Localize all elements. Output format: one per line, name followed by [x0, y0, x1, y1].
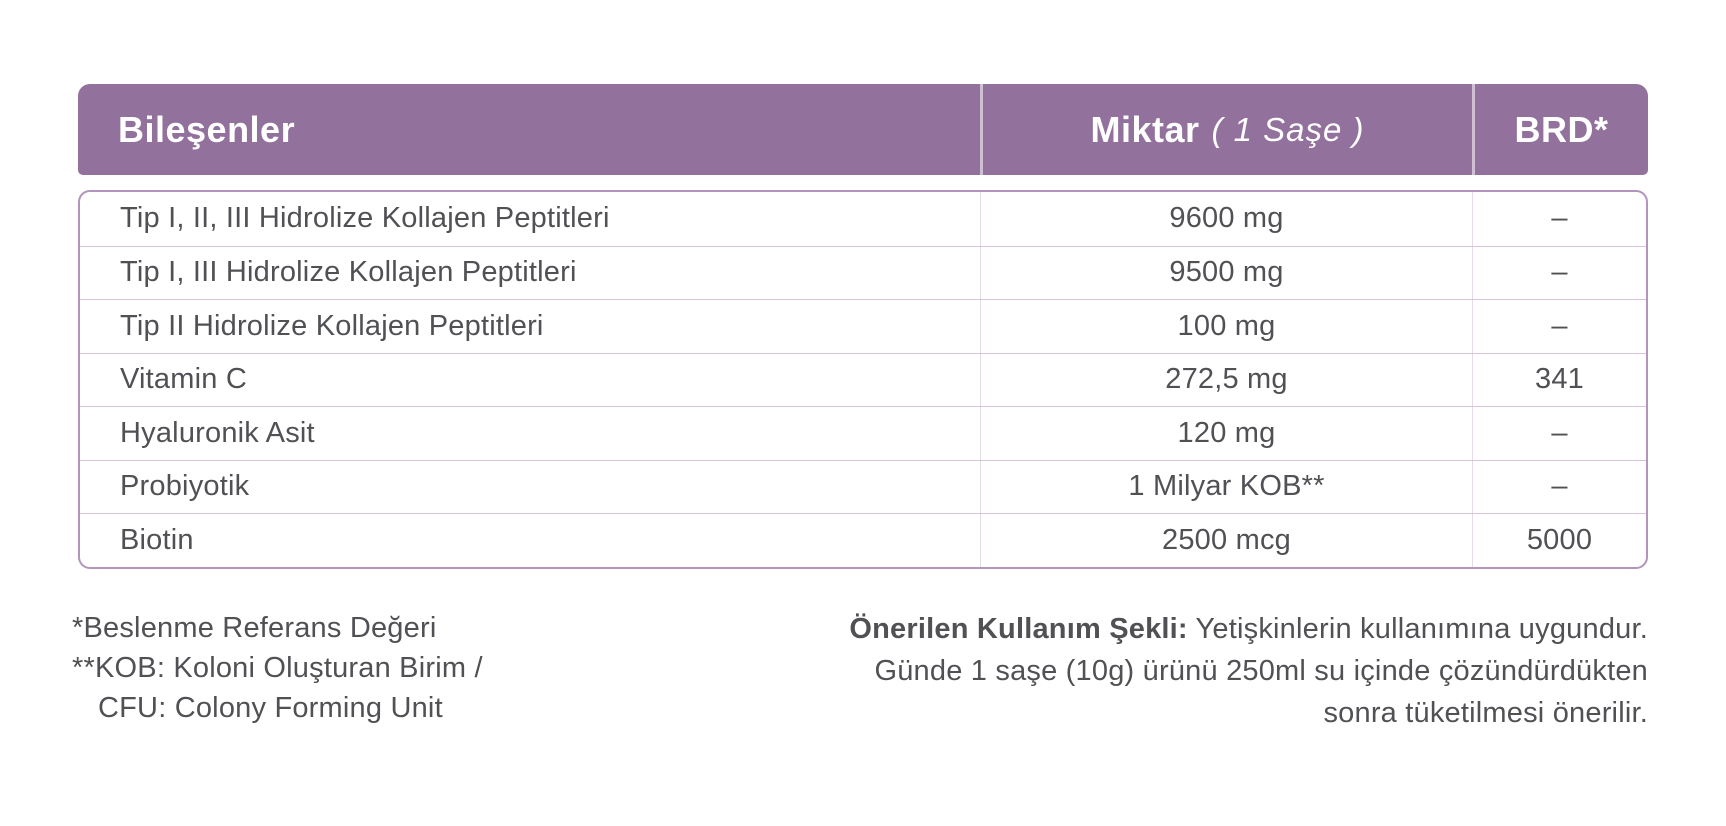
ingredients-header-label: Bileşenler: [118, 108, 296, 150]
amount-cell: 9600 mg: [980, 192, 1472, 246]
usage-line-3: sonra tüketilmesi önerilir.: [1323, 697, 1648, 729]
usage-title: Önerilen Kullanım Şekli:: [849, 613, 1188, 645]
table-row: Biotin 2500 mcg 5000: [80, 513, 1646, 567]
footer: *Beslenme Referans Değeri **KOB: Koloni …: [72, 608, 1648, 734]
table-row: Vitamin C 272,5 mg 341: [80, 352, 1646, 406]
brd-cell: –: [1472, 192, 1646, 246]
amount-cell: 120 mg: [980, 407, 1472, 460]
table-row: Hyaluronik Asit 120 mg –: [80, 406, 1646, 460]
ingredient-name-cell: Vitamin C: [120, 363, 247, 396]
ingredient-name-cell: Probiyotik: [120, 470, 250, 503]
amount-header-label: Miktar: [1090, 108, 1200, 150]
facts-table-body: Tip I, II, III Hidrolize Kollajen Peptit…: [78, 190, 1648, 569]
table-row: Tip I, III Hidrolize Kollajen Peptitleri…: [80, 245, 1646, 299]
usage-instructions: Önerilen Kullanım Şekli: Yetişkinlerin k…: [849, 608, 1648, 734]
footnotes: *Beslenme Referans Değeri **KOB: Koloni …: [72, 608, 483, 728]
ingredient-name-cell: Tip II Hidrolize Kollajen Peptitleri: [120, 309, 544, 342]
table-row: Tip II Hidrolize Kollajen Peptitleri 100…: [80, 299, 1646, 353]
table-row: Probiyotik 1 Milyar KOB** –: [80, 459, 1646, 513]
footnote-brd: *Beslenme Referans Değeri: [72, 612, 437, 644]
usage-line-2: Günde 1 saşe (10g) ürünü 250ml su içinde…: [874, 655, 1648, 687]
ingredient-name-cell: Tip I, III Hidrolize Kollajen Peptitleri: [120, 256, 577, 289]
brd-cell: –: [1472, 300, 1646, 353]
footnote-cfu: CFU: Colony Forming Unit: [98, 692, 443, 724]
footnote-kob: **KOB: Koloni Oluşturan Birim /: [72, 652, 483, 684]
amount-cell: 272,5 mg: [980, 353, 1472, 406]
brd-cell: –: [1472, 246, 1646, 299]
amount-cell: 9500 mg: [980, 246, 1472, 299]
brd-cell: –: [1472, 407, 1646, 460]
header-cell-amount: Miktar ( 1 Saşe ): [980, 84, 1472, 175]
ingredient-name-cell: Tip I, II, III Hidrolize Kollajen Peptit…: [120, 202, 610, 235]
brd-cell: 5000: [1472, 514, 1646, 567]
table-row: Tip I, II, III Hidrolize Kollajen Peptit…: [80, 192, 1646, 246]
brd-cell: –: [1472, 460, 1646, 513]
brd-header-label: BRD*: [1514, 108, 1609, 150]
header-cell-ingredients: Bileşenler: [78, 84, 980, 175]
ingredient-name-cell: Hyaluronik Asit: [120, 416, 315, 449]
amount-cell: 2500 mcg: [980, 514, 1472, 567]
ingredient-name-cell: Biotin: [120, 523, 194, 556]
amount-header-unit: ( 1 Saşe ): [1211, 110, 1365, 148]
facts-table-header: Bileşenler Miktar ( 1 Saşe ) BRD*: [78, 84, 1648, 175]
usage-line-1-text: Yetişkinlerin kullanımına uygundur.: [1195, 613, 1648, 645]
brd-cell: 341: [1472, 353, 1646, 406]
usage-line-1: Önerilen Kullanım Şekli: Yetişkinlerin k…: [849, 608, 1648, 650]
amount-cell: 100 mg: [980, 300, 1472, 353]
header-cell-brd: BRD*: [1472, 84, 1648, 175]
amount-cell: 1 Milyar KOB**: [980, 460, 1472, 513]
